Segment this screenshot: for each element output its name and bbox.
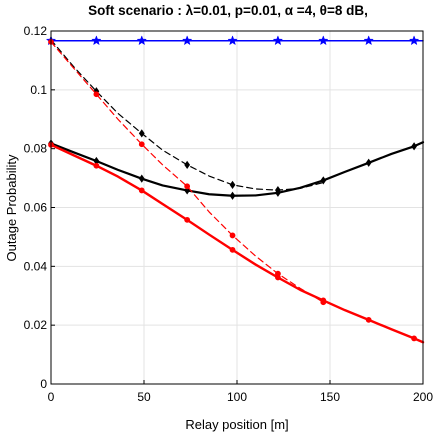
y-tick-label: 0.12 — [24, 24, 48, 38]
circle-marker — [365, 316, 372, 323]
circle-marker — [411, 335, 417, 342]
circle-marker — [229, 246, 236, 253]
x-tick-label: 50 — [137, 390, 151, 404]
circle-marker — [275, 274, 281, 281]
diamond-marker — [138, 174, 145, 183]
y-tick-label: 0 — [40, 377, 47, 391]
circle-marker — [138, 141, 145, 148]
star-marker — [136, 35, 148, 46]
star-marker — [272, 35, 284, 46]
x-tick-label: 0 — [48, 390, 55, 404]
x-tick-label: 100 — [227, 390, 247, 404]
diamond-marker — [229, 180, 236, 189]
diamond-marker — [138, 129, 145, 138]
diamond-marker — [411, 142, 417, 151]
star-marker — [181, 35, 193, 46]
axis-ticks: 0 50 100 150 200 0 0.02 0.04 0.06 0.08 0.1 0.12 — [24, 24, 434, 404]
star-marker — [408, 35, 420, 46]
star-marker — [227, 35, 238, 46]
star-marker — [91, 35, 102, 46]
y-tick-label: 0.08 — [24, 142, 48, 156]
data-series — [45, 35, 425, 344]
series-1 — [45, 35, 424, 46]
x-axis-label: Relay position [m] — [185, 417, 288, 432]
diamond-marker — [365, 158, 372, 167]
diamond-marker — [275, 188, 281, 197]
y-tick-label: 0.02 — [24, 318, 48, 332]
grid-lines — [50, 30, 424, 385]
x-tick-label: 200 — [413, 390, 433, 404]
series-4 — [48, 38, 327, 306]
circle-marker — [93, 91, 100, 98]
series-line — [50, 41, 324, 303]
series-5 — [48, 141, 425, 344]
y-tick-label: 0.06 — [24, 201, 48, 215]
chart-title: Soft scenario : λ=0.01, p=0.01, α =4, θ=… — [88, 3, 368, 18]
series-line — [49, 141, 425, 197]
y-tick-label: 0.1 — [30, 83, 47, 97]
circle-marker — [184, 216, 191, 223]
star-marker — [363, 35, 374, 46]
circle-marker — [138, 187, 145, 194]
x-tick-label: 150 — [320, 390, 340, 404]
diamond-marker — [229, 191, 236, 200]
y-axis-label: Outage Probability — [4, 154, 19, 261]
circle-marker — [229, 232, 236, 239]
diamond-marker — [320, 176, 327, 185]
diamond-marker — [184, 160, 191, 169]
circle-marker — [184, 183, 191, 190]
series-2 — [50, 39, 324, 195]
y-tick-label: 0.04 — [24, 259, 48, 273]
series-line — [49, 143, 425, 344]
circle-marker — [320, 297, 327, 304]
star-marker — [318, 35, 329, 46]
circle-marker — [93, 162, 100, 169]
